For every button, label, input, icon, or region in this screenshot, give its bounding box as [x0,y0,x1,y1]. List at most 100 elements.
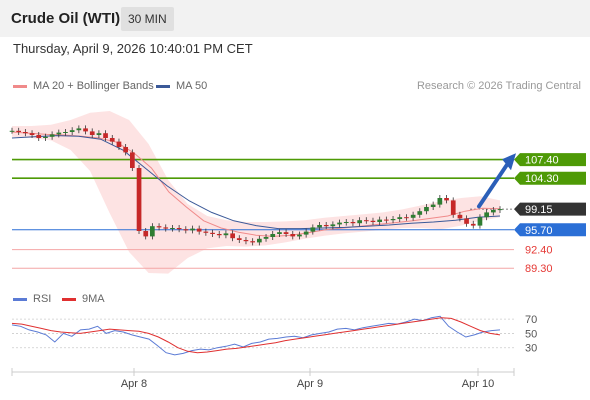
ma20-line [11,131,501,237]
candle-body [263,237,269,239]
legend-9ma-label: 9MA [82,293,105,305]
candle-body [337,222,342,225]
level-tag-bg-104-30 [514,171,586,185]
candle-body [36,135,42,138]
candle-body [343,222,349,223]
candle-body [297,234,302,237]
legend-ma20: MA 20 + Bollinger Bands [13,80,154,92]
level-tag-107-40: 107.40 [525,155,559,167]
legend-ma20-swatch [13,84,27,88]
timestamp: Thursday, April 9, 2026 10:40:01 PM CET [13,41,253,56]
candle-body [69,130,75,132]
candle-body [83,128,88,132]
candle-body [384,219,389,221]
legend-ma50-label: MA 50 [176,80,208,92]
price-level-tags: 107.40 104.30 99.15 95.70 92.40 89.30 [514,153,586,275]
candles [9,125,503,246]
candle-body [130,152,135,168]
candle-body [210,232,215,234]
legend-rsi: RSI [13,293,51,305]
candle-body [23,132,28,134]
moving-averages [11,131,501,237]
level-tag-95-70: 95.70 [525,225,553,237]
candle-body [196,228,202,232]
forecast-arrow [477,153,516,209]
bollinger-fill [12,111,500,274]
candle-body [56,132,62,135]
candle-body [464,218,469,224]
rsi-tick-50: 50 [525,328,537,340]
candle-body [223,233,229,236]
level-tag-89-30: 89.30 [525,263,553,275]
level-tag-bg-95-70 [514,223,586,237]
candle-body [136,168,142,231]
candle-body [170,228,175,229]
candle-body [203,231,209,233]
instrument-title: Crude Oil (WTI) [11,10,121,27]
candle-body [424,207,429,212]
candle-body [150,226,155,237]
forecast-arrow-shaft [477,161,510,209]
level-tag-99-15: 99.15 [525,204,553,216]
legend-ma20-label: MA 20 + Bollinger Bands [33,80,154,92]
candle-body [250,241,255,243]
candle-body [270,234,276,237]
candle-body [29,133,35,135]
legend-ma50: MA 50 [156,80,207,92]
candle-body [303,231,309,235]
candle-body [317,225,322,228]
level-tag-bg-107-40 [514,153,586,167]
candle-body [410,214,416,218]
candle-body [484,212,489,218]
candle-body [143,231,149,237]
candle-body [230,233,235,239]
rsi-panel: 70 50 30 [11,314,537,356]
candle-body [397,217,403,219]
candle-body [283,232,289,234]
price-levels [12,158,514,269]
legend-9ma: 9MA [62,293,105,305]
candle-body [357,220,362,224]
candle-body [43,136,48,138]
candle-body [183,229,189,231]
candle-body [243,240,249,242]
ma50-line [11,135,501,230]
candle-body [444,198,449,201]
candle-body [390,219,396,221]
candle-body [290,234,296,237]
candle-body [491,210,496,213]
candle-body [450,200,456,215]
level-tag-bg-99-15 [514,202,586,216]
legend-rsi-label: RSI [33,293,52,305]
candle-body [417,211,423,215]
rsi-9ma-line [11,317,501,354]
legend-ma50-swatch [156,84,170,88]
candle-body [116,141,122,147]
candle-body [156,226,162,228]
candle-body [437,198,443,205]
candle-body [63,132,68,133]
rsi-line [11,315,501,356]
candle-body [377,219,382,222]
candle-body [350,222,356,224]
interval-button[interactable]: 30 MIN [121,7,174,31]
candle-body [163,227,169,229]
rsi-tick-30: 30 [525,343,537,355]
legend-rsi-swatch [13,297,27,301]
candle-body [89,131,95,135]
legend-9ma-swatch [62,297,76,301]
x-tick-label: Apr 9 [297,378,323,390]
candle-body [9,130,15,132]
candle-body [103,133,108,138]
candle-body [404,217,409,219]
candle-body [323,225,329,227]
x-axis: Apr 8 Apr 9 Apr 10 [11,368,515,390]
credit-text: Research © 2026 Trading Central [416,80,581,92]
candle-body [236,238,242,240]
candle-body [123,147,128,153]
level-tag-104-30: 104.30 [525,173,559,185]
candle-body [430,204,436,207]
x-tick-label: Apr 10 [462,378,494,390]
candle-body [109,138,115,142]
